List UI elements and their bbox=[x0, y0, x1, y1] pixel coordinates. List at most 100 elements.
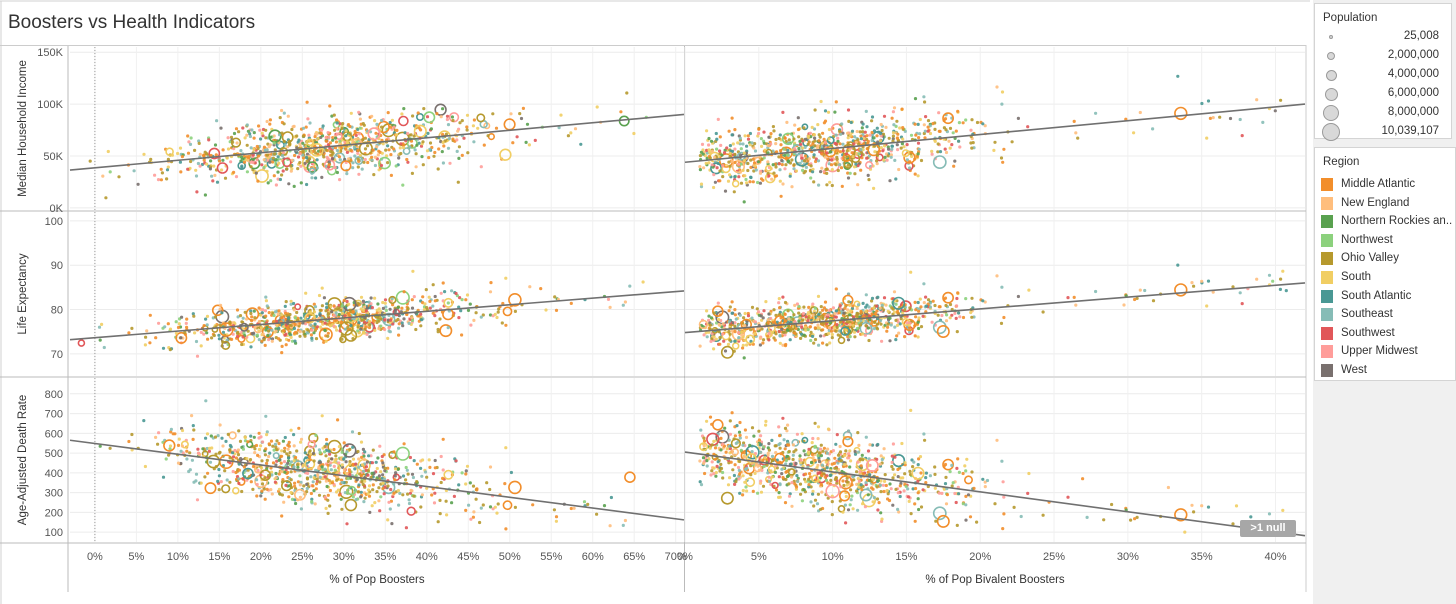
scatter-point[interactable] bbox=[377, 319, 381, 323]
scatter-point[interactable] bbox=[381, 142, 385, 146]
scatter-point[interactable] bbox=[202, 324, 206, 328]
scatter-point[interactable] bbox=[374, 460, 378, 464]
scatter-point[interactable] bbox=[340, 480, 344, 485]
scatter-point[interactable] bbox=[402, 317, 406, 321]
scatter-point[interactable] bbox=[712, 347, 716, 351]
scatter-point[interactable] bbox=[271, 160, 275, 164]
scatter-point[interactable] bbox=[251, 487, 255, 491]
scatter-point[interactable] bbox=[957, 121, 962, 125]
scatter-point[interactable] bbox=[304, 155, 309, 160]
scatter-point[interactable] bbox=[750, 426, 755, 430]
scatter-point[interactable] bbox=[732, 190, 736, 194]
scatter-point[interactable] bbox=[324, 454, 328, 458]
scatter-point[interactable] bbox=[875, 322, 880, 326]
scatter-point[interactable] bbox=[280, 351, 284, 355]
scatter-point[interactable] bbox=[457, 305, 461, 309]
scatter-point[interactable] bbox=[780, 163, 784, 167]
scatter-point[interactable] bbox=[471, 124, 475, 128]
scatter-point[interactable] bbox=[864, 324, 868, 328]
scatter-point[interactable] bbox=[1016, 116, 1021, 120]
scatter-point[interactable] bbox=[472, 510, 476, 514]
scatter-point[interactable] bbox=[315, 477, 319, 481]
scatter-point[interactable] bbox=[888, 316, 892, 320]
scatter-point[interactable] bbox=[290, 167, 294, 171]
scatter-point[interactable] bbox=[317, 467, 321, 471]
scatter-point[interactable] bbox=[1002, 147, 1006, 151]
scatter-point[interactable] bbox=[315, 158, 319, 162]
scatter-point[interactable] bbox=[894, 318, 898, 322]
scatter-point[interactable] bbox=[790, 481, 794, 485]
scatter-point[interactable] bbox=[858, 130, 862, 134]
scatter-point[interactable] bbox=[324, 139, 328, 143]
scatter-point[interactable] bbox=[289, 302, 293, 306]
scatter-point[interactable] bbox=[368, 510, 372, 514]
scatter-point[interactable] bbox=[225, 478, 229, 482]
scatter-point[interactable] bbox=[195, 354, 200, 358]
scatter-point[interactable] bbox=[774, 137, 778, 142]
scatter-point[interactable] bbox=[217, 159, 222, 163]
scatter-point[interactable] bbox=[288, 451, 292, 455]
scatter-point[interactable] bbox=[258, 128, 262, 132]
scatter-point[interactable] bbox=[838, 142, 842, 146]
scatter-point[interactable] bbox=[360, 318, 364, 322]
scatter-point[interactable] bbox=[743, 428, 748, 432]
scatter-point[interactable] bbox=[389, 499, 393, 503]
scatter-point[interactable] bbox=[757, 438, 762, 442]
scatter-point[interactable] bbox=[191, 312, 195, 316]
scatter-point[interactable] bbox=[217, 488, 221, 492]
scatter-point[interactable] bbox=[397, 156, 401, 160]
scatter-point[interactable] bbox=[772, 308, 776, 312]
scatter-point[interactable] bbox=[919, 305, 923, 309]
scatter-point[interactable] bbox=[280, 108, 284, 113]
scatter-point[interactable] bbox=[944, 319, 949, 323]
scatter-point[interactable] bbox=[838, 304, 842, 308]
scatter-point[interactable] bbox=[750, 141, 754, 145]
scatter-point[interactable] bbox=[970, 146, 974, 150]
scatter-point[interactable] bbox=[274, 158, 286, 169]
scatter-point[interactable] bbox=[275, 323, 279, 328]
scatter-point[interactable] bbox=[117, 175, 121, 179]
scatter-point[interactable] bbox=[924, 115, 928, 119]
scatter-point[interactable] bbox=[287, 338, 291, 342]
scatter-point[interactable] bbox=[867, 178, 871, 182]
scatter-point[interactable] bbox=[708, 150, 712, 154]
scatter-point[interactable] bbox=[374, 131, 378, 135]
scatter-point[interactable] bbox=[415, 462, 419, 466]
scatter-point[interactable] bbox=[864, 319, 868, 323]
scatter-point[interactable] bbox=[767, 312, 771, 316]
scatter-point[interactable] bbox=[909, 408, 913, 412]
scatter-point[interactable] bbox=[733, 339, 737, 343]
scatter-point[interactable] bbox=[786, 320, 790, 324]
scatter-point[interactable] bbox=[926, 129, 930, 133]
scatter-point[interactable] bbox=[739, 181, 744, 185]
scatter-point[interactable] bbox=[261, 134, 265, 138]
scatter-point[interactable] bbox=[421, 140, 425, 144]
scatter-point[interactable] bbox=[255, 478, 259, 482]
trend-line[interactable] bbox=[69, 439, 685, 521]
scatter-point[interactable] bbox=[213, 173, 217, 177]
scatter-point[interactable] bbox=[771, 163, 775, 167]
scatter-point[interactable] bbox=[830, 158, 834, 162]
scatter-point[interactable] bbox=[702, 333, 706, 337]
scatter-point[interactable] bbox=[802, 449, 806, 453]
scatter-point[interactable] bbox=[504, 276, 508, 280]
scatter-point[interactable] bbox=[843, 306, 847, 310]
scatter-point[interactable] bbox=[240, 164, 244, 168]
scatter-point[interactable] bbox=[956, 457, 960, 461]
scatter-point[interactable] bbox=[348, 473, 352, 477]
scatter-point[interactable] bbox=[793, 147, 797, 151]
scatter-point[interactable] bbox=[230, 337, 234, 341]
scatter-point[interactable] bbox=[308, 455, 312, 459]
scatter-point[interactable] bbox=[191, 437, 195, 441]
scatter-point[interactable] bbox=[822, 306, 827, 310]
scatter-point[interactable] bbox=[753, 320, 758, 324]
scatter-point[interactable] bbox=[344, 498, 358, 512]
scatter-point[interactable] bbox=[281, 151, 286, 155]
scatter-point[interactable] bbox=[386, 336, 390, 340]
scatter-point[interactable] bbox=[395, 446, 410, 461]
scatter-point[interactable] bbox=[544, 308, 548, 312]
scatter-point[interactable] bbox=[443, 297, 454, 308]
scatter-points-death-boosters[interactable] bbox=[98, 399, 636, 531]
scatter-point[interactable] bbox=[305, 331, 309, 335]
scatter-point[interactable] bbox=[815, 502, 820, 506]
